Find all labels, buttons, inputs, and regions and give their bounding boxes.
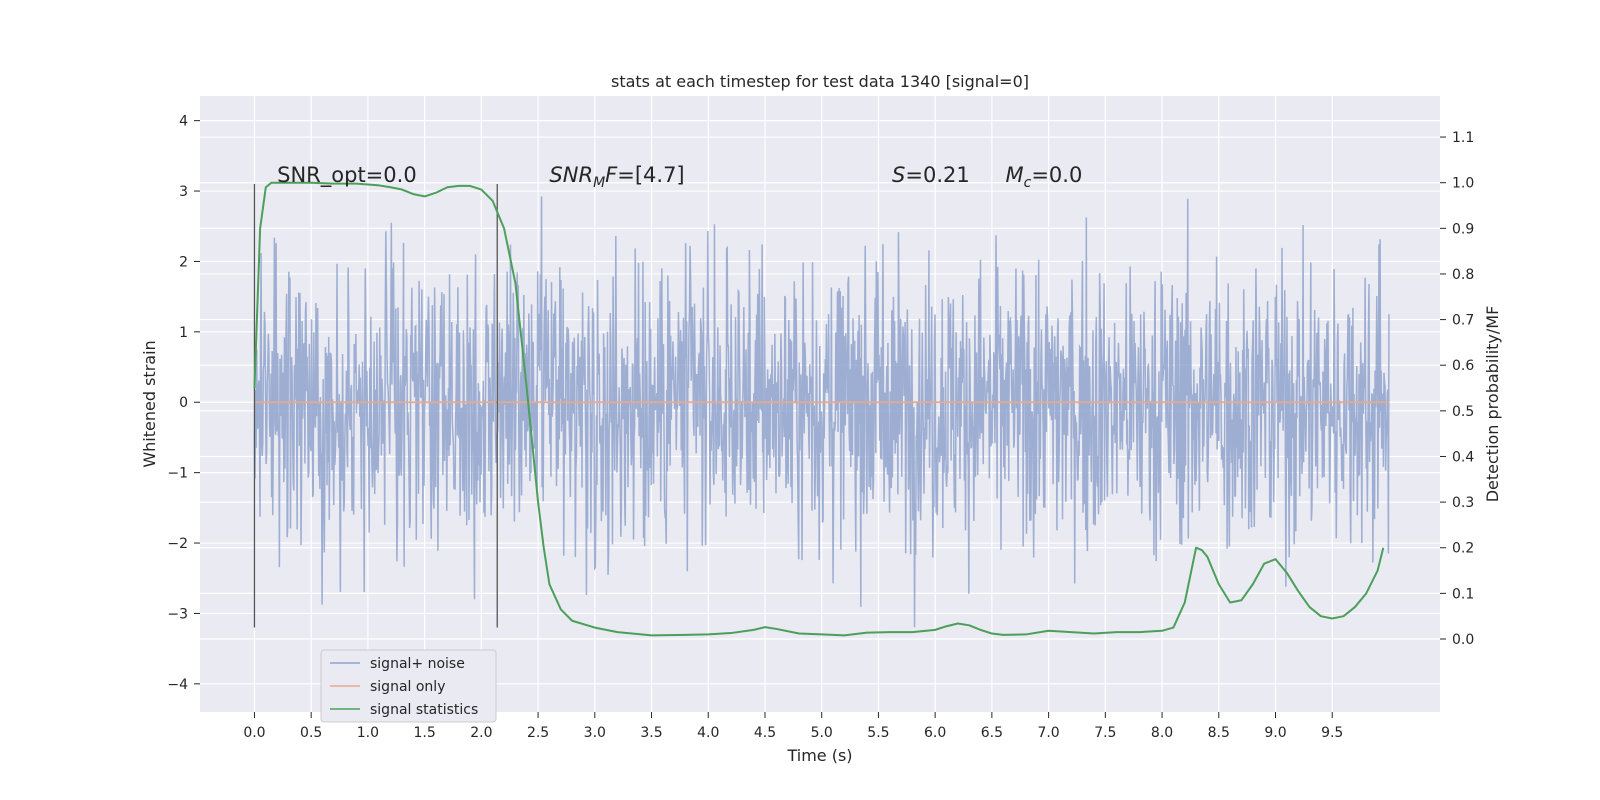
series-signal-noise (253, 196, 1390, 628)
y2-tick-label-5: 0.6 (1452, 358, 1474, 374)
y2-axis-ticks: 1.1 1.0 0.9 0.8 0.7 0.6 0.5 0.4 0.3 0.2 0.1 0.0 (1440, 130, 1474, 648)
y2-tick-label-6: 0.5 (1452, 404, 1474, 420)
annotation-3: Mc=0.0 (1005, 163, 1082, 191)
legend-label-signal-only: signal only (370, 679, 445, 695)
x-tick-label-6: 3.0 (584, 725, 606, 741)
x-tick-label-10: 5.0 (811, 725, 833, 741)
y2-tick-label-2: 0.9 (1452, 221, 1474, 237)
x-tick-label-12: 6.0 (924, 725, 946, 741)
y-tick-label-1: 3 (179, 184, 188, 200)
x-tick-label-16: 8.0 (1151, 725, 1173, 741)
x-tick-label-17: 8.5 (1208, 725, 1230, 741)
x-tick-label-0: 0.0 (243, 725, 265, 741)
y2-tick-label-4: 0.7 (1452, 313, 1474, 329)
x-tick-label-14: 7.0 (1037, 725, 1059, 741)
vertical-markers (253, 184, 498, 628)
series-signal-statistics (253, 181, 1385, 637)
x-axis-ticks: 0.0 0.5 1.0 1.5 2.0 2.5 3.0 3.5 4.0 4.5 5.0 5.5 6.0 6… (243, 712, 1343, 741)
y2-tick-label-7: 0.4 (1452, 449, 1474, 465)
legend-label-signal-noise: signal+ noise (370, 656, 465, 672)
y2-tick-label-9: 0.2 (1452, 541, 1474, 557)
y-tick-label-7: −3 (167, 606, 188, 622)
y2-tick-label-0: 1.1 (1452, 130, 1474, 146)
y2-tick-label-1: 1.0 (1452, 176, 1474, 192)
annotation-1: SNRMF=[4.7] (549, 163, 684, 191)
x-tick-label-8: 4.0 (697, 725, 719, 741)
y-tick-label-5: −1 (167, 466, 188, 482)
x-tick-label-5: 2.5 (527, 725, 549, 741)
annotation-0: SNR_opt=0.0 (277, 163, 417, 188)
legend-label-signal-statistics: signal statistics (370, 702, 478, 718)
y-axis-ticks: 4 3 2 1 0 −1 −2 −3 −4 (167, 114, 200, 693)
x-tick-label-11: 5.5 (867, 725, 889, 741)
legend-box (320, 649, 497, 723)
y2-tick-label-10: 0.1 (1452, 586, 1474, 602)
annotations: SNR_opt=0.0 SNRMF=[4.7] S=0.21 Mc=0.0 (277, 163, 1082, 191)
series-signal-noise-line (253, 196, 1390, 628)
y-tick-label-0: 4 (179, 114, 188, 130)
x-tick-label-7: 3.5 (640, 725, 662, 741)
y-tick-label-3: 1 (179, 325, 188, 341)
x-tick-label-4: 2.0 (470, 725, 492, 741)
y-tick-label-8: −4 (167, 677, 188, 693)
chart-title: stats at each timestep for test data 134… (611, 72, 1029, 91)
x-tick-label-15: 7.5 (1094, 725, 1116, 741)
y2-tick-label-11: 0.0 (1452, 632, 1474, 648)
x-tick-label-13: 6.5 (981, 725, 1003, 741)
y2-tick-label-8: 0.3 (1452, 495, 1474, 511)
y-tick-label-6: −2 (167, 536, 188, 552)
y-tick-label-4: 0 (179, 395, 188, 411)
x-tick-label-3: 1.5 (413, 725, 435, 741)
x-tick-label-19: 9.5 (1321, 725, 1343, 741)
x-tick-label-18: 9.0 (1264, 725, 1286, 741)
y-axis-label: Whitened strain (140, 340, 159, 467)
legend: signal+ noise signal only signal statist… (320, 649, 497, 723)
series-signal-statistics-line (253, 181, 1385, 637)
y2-tick-label-3: 0.8 (1452, 267, 1474, 283)
annotation-2: S=0.21 (892, 163, 970, 187)
x-axis-label: Time (s) (786, 746, 852, 765)
x-tick-label-9: 4.5 (754, 725, 776, 741)
y-tick-label-2: 2 (179, 254, 188, 270)
x-tick-label-1: 0.5 (300, 725, 322, 741)
x-tick-label-2: 1.0 (357, 725, 379, 741)
y2-axis-label: Detection probability/MF (1483, 306, 1502, 503)
